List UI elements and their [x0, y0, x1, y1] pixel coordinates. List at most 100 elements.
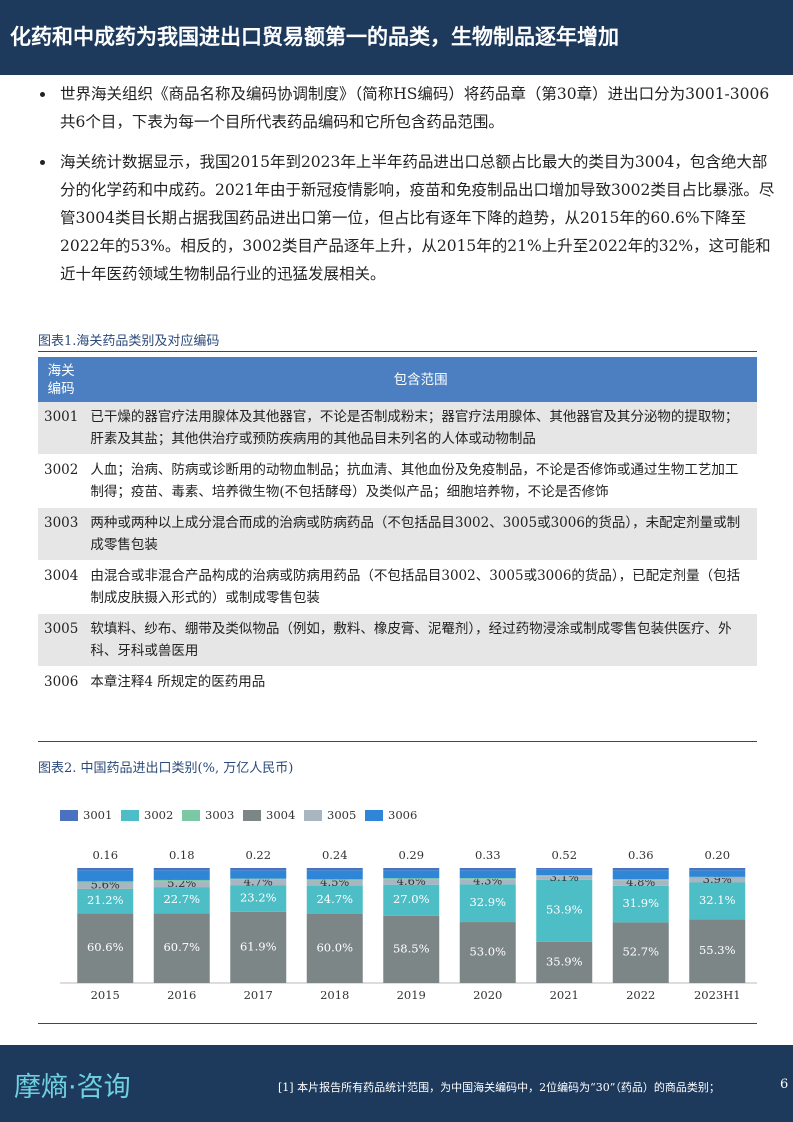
- rule: [38, 741, 757, 742]
- bar-segment: [383, 878, 440, 880]
- x-tick-label: 2015: [91, 988, 120, 1002]
- bar-segment: [77, 888, 134, 914]
- bar-segment: [77, 882, 134, 889]
- bar-segment: [230, 868, 287, 871]
- table-row: 3005 软填料、纱布、绷带及类似物品（例如，敷料、橡皮膏、泥罨剂），经过药物浸涂…: [38, 613, 757, 667]
- table-cell: 人血；治病、防病或诊断用的动物血制品；抗血清、其他血份及免疫制品，不论是否修饰或…: [84, 454, 757, 508]
- bar-segment: [306, 880, 363, 886]
- legend-swatch: [182, 810, 200, 821]
- bar-segment: [77, 881, 134, 883]
- table-cell: 3002: [38, 454, 85, 508]
- bar-segment: [689, 876, 746, 879]
- x-tick-label: 2017: [244, 988, 273, 1002]
- bar-segment: [153, 870, 210, 880]
- bar-segment: [383, 915, 440, 983]
- table-cell: 3001: [38, 402, 85, 455]
- bullet: 海关统计数据显示，我国2015年到2023年上半年药品进出口总额占比最大的类目为…: [56, 148, 776, 288]
- table-row: 3002 人血；治病、防病或诊断用的动物血制品；抗血清、其他血份及免疫制品，不论是…: [38, 454, 757, 508]
- bar-segment: [230, 885, 287, 912]
- bar-segment: [77, 868, 134, 871]
- total-label: 0.22: [245, 848, 271, 862]
- table-cell: 已干燥的器官疗法用腺体及其他器官，不论是否制成粉末；器官疗法用腺体、其他器官及其…: [84, 402, 757, 455]
- bar-segment: [230, 879, 287, 886]
- x-tick-label: 2021: [550, 988, 579, 1002]
- bar-segment: [230, 878, 287, 880]
- bar-segment: [383, 884, 440, 916]
- bar-segment: [459, 879, 516, 885]
- table-row: 3001 已干燥的器官疗法用腺体及其他器官，不论是否制成粉末；器官疗法用腺体、其他…: [38, 402, 757, 455]
- bullets: 世界海关组织《商品名称及编码协调制度》（简称HS编码）将药品章（第30章）进出口…: [38, 80, 776, 300]
- bar-segment: [153, 881, 210, 888]
- table-cell: 软填料、纱布、绷带及类似物品（例如，敷料、橡皮膏、泥罨剂），经过药物浸涂或制成零…: [84, 613, 757, 667]
- table-cell: 3006: [38, 666, 85, 698]
- x-tick-label: 2020: [473, 988, 502, 1002]
- bar-segment: [612, 868, 669, 871]
- data-label: 60.0%: [316, 941, 353, 955]
- legend-swatch: [365, 810, 383, 821]
- bar-segment: [459, 870, 516, 879]
- table-cell: 3004: [38, 560, 85, 614]
- table-header: 海关编码: [38, 357, 85, 402]
- table-cell: 两种或两种以上成分混合而成的治病或防病药品（不包括品目3002、3005或300…: [84, 507, 757, 561]
- bar-segment: [612, 885, 669, 923]
- bar-segment: [689, 868, 746, 871]
- footnote: [1] 本片报告所有药品统计范围，为中国海关编码中，2位编码为“30”（药品）的…: [278, 1081, 720, 1094]
- x-tick-label: 2019: [397, 988, 426, 1002]
- total-label: 0.52: [551, 848, 577, 862]
- bar-segment: [689, 870, 746, 877]
- legend-label: 3006: [388, 808, 417, 822]
- table: 海关编码 包含范围 3001 已干燥的器官疗法用腺体及其他器官，不论是否制成粉末；器官…: [38, 357, 757, 698]
- chart: 3001 3002 3003 3004 3005 3006201560.6%21.2%5.…: [60, 808, 757, 1002]
- table-cell: 由混合或非混合产品构成的治病或防病用药品（不包括品目3002、3005或3006…: [84, 560, 757, 614]
- bar-segment: [306, 879, 363, 881]
- rule: [38, 1023, 757, 1024]
- bar-segment: [459, 878, 516, 880]
- table-row: 3003 两种或两种以上成分混合而成的治病或防病药品（不包括品目3002、3005…: [38, 507, 757, 561]
- bar-segment: [306, 914, 363, 983]
- data-label: 23.2%: [240, 890, 277, 904]
- bar-segment: [306, 870, 363, 880]
- data-label: 31.9%: [622, 896, 659, 910]
- table-row: 3004 由混合或非混合产品构成的治病或防病用药品（不包括品目3002、3005或…: [38, 560, 757, 614]
- data-label: 60.7%: [163, 940, 200, 954]
- chart-caption: 图表2. 中国药品进出口类别(%, 万亿人民币): [38, 761, 294, 776]
- header-title: 化药和中成药为我国进出口贸易额第一的品类，生物制品逐年增加: [0, 0, 793, 75]
- bar-segment: [612, 870, 669, 880]
- bar-segment: [153, 913, 210, 983]
- data-label: 61.9%: [240, 939, 277, 953]
- table-cell: 3003: [38, 507, 85, 561]
- legend-label: 3001: [83, 808, 112, 822]
- data-label: 58.5%: [393, 941, 430, 955]
- bar-segment: [689, 878, 746, 883]
- bar-segment: [536, 879, 593, 942]
- bar-segment: [77, 870, 134, 882]
- total-label: 0.33: [475, 848, 501, 862]
- data-label: 24.7%: [316, 892, 353, 906]
- bar-segment: [612, 879, 669, 881]
- total-label: 0.24: [322, 848, 348, 862]
- legend-swatch: [60, 810, 78, 821]
- bar-segment: [153, 868, 210, 871]
- total-label: 0.36: [628, 848, 654, 862]
- table-caption: 图表1.海关药品类别及对应编码: [38, 334, 220, 349]
- legend-label: 3003: [205, 808, 234, 822]
- bar-segment: [536, 876, 593, 880]
- table-row: 3006 本章注释4 所规定的医药用品: [38, 666, 757, 698]
- bar-segment: [536, 941, 593, 983]
- total-label: 0.16: [92, 848, 118, 862]
- bar-segment: [612, 880, 669, 886]
- data-label: 53.0%: [469, 945, 506, 959]
- table-cell: 3005: [38, 613, 85, 667]
- data-label: 22.7%: [163, 892, 200, 906]
- bar-segment: [306, 885, 363, 914]
- data-label: 27.0%: [393, 892, 430, 906]
- bar-segment: [230, 911, 287, 983]
- logo: 摩熵·咨询: [14, 1072, 131, 1103]
- footer: 摩熵·咨询 [1] 本片报告所有药品统计范围，为中国海关编码中，2位编码为“30…: [0, 1045, 793, 1122]
- bullet: 世界海关组织《商品名称及编码协调制度》（简称HS编码）将药品章（第30章）进出口…: [56, 80, 776, 136]
- bar-segment: [306, 868, 363, 871]
- bar-segment: [536, 868, 593, 870]
- data-label: 52.7%: [622, 945, 659, 959]
- page-number: 6: [780, 1077, 789, 1092]
- bar-segment: [383, 870, 440, 879]
